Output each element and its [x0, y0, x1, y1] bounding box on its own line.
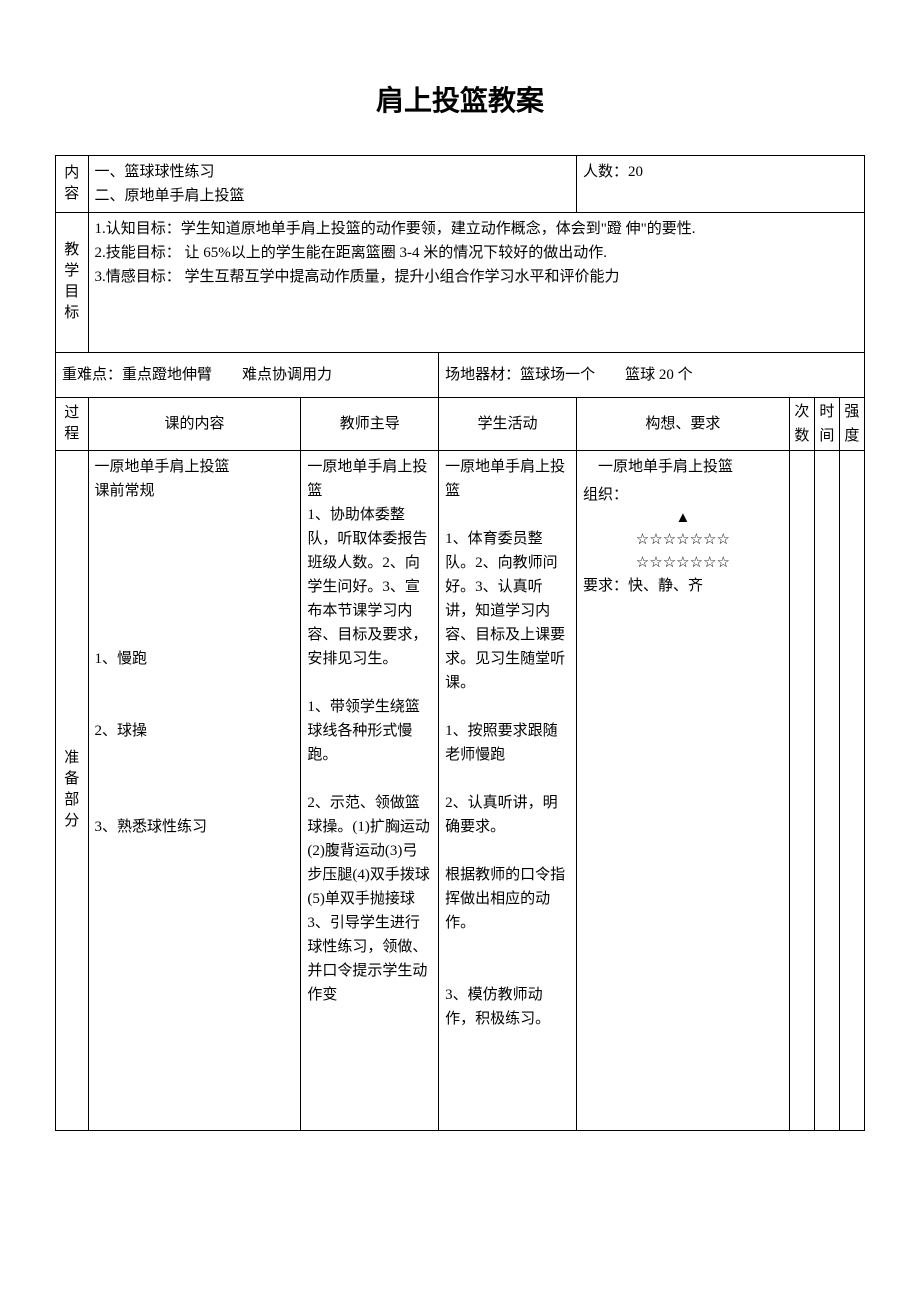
col-duration: 时间 [814, 397, 839, 450]
prep-times [789, 450, 814, 1130]
require-org: 组织： [583, 483, 783, 507]
goal-text: 1.认知目标：学生知道原地单手肩上投篮的动作要领，建立动作概念，体会到"蹬 伸"… [88, 212, 864, 352]
prep-student: 一原地单手肩上投篮 1、体育委员整队。2、向教师问好。3、认真听讲，知道学习内容… [439, 450, 577, 1130]
equipment: 场地器材：篮球场一个 篮球 20 个 [439, 352, 865, 397]
col-phase: 过程 [56, 397, 89, 450]
lesson-plan-table: 内容 一、篮球球性练习 二、原地单手肩上投篮 人数：20 教学目标 1.认知目标… [55, 155, 865, 1131]
col-student: 学生活动 [439, 397, 577, 450]
prep-duration [814, 450, 839, 1130]
require-title: 一原地单手肩上投篮 [583, 455, 783, 479]
col-teacher: 教师主导 [301, 397, 439, 450]
prep-content: 一原地单手肩上投篮 课前常规 1、慢跑 2、球操 3、熟悉球性练习 [88, 450, 301, 1130]
require-req: 要求：快、静、齐 [583, 574, 783, 598]
col-times: 次数 [789, 397, 814, 450]
prep-intensity [839, 450, 864, 1130]
content-text: 一、篮球球性练习 二、原地单手肩上投篮 [88, 155, 576, 212]
col-intensity: 强度 [839, 397, 864, 450]
formation-row-2: ☆☆☆☆☆☆☆ [583, 552, 783, 575]
content-label: 内容 [56, 155, 89, 212]
difficulty: 重难点：重点蹬地伸臂 难点协调用力 [56, 352, 439, 397]
col-require: 构想、要求 [576, 397, 789, 450]
page-title: 肩上投篮教案 [55, 80, 865, 125]
goal-label: 教学目标 [56, 212, 89, 352]
prep-require: 一原地单手肩上投篮 组织： ▲ ☆☆☆☆☆☆☆ ☆☆☆☆☆☆☆ 要求：快、静、齐 [576, 450, 789, 1130]
col-content: 课的内容 [88, 397, 301, 450]
prep-teacher: 一原地单手肩上投篮 1、协助体委整队，听取体委报告班级人数。2、向学生问好。3、… [301, 450, 439, 1130]
formation-teacher-icon: ▲ [583, 507, 783, 530]
formation-row-1: ☆☆☆☆☆☆☆ [583, 529, 783, 552]
student-count: 人数：20 [576, 155, 864, 212]
prep-phase-label: 准备部分 [56, 450, 89, 1130]
